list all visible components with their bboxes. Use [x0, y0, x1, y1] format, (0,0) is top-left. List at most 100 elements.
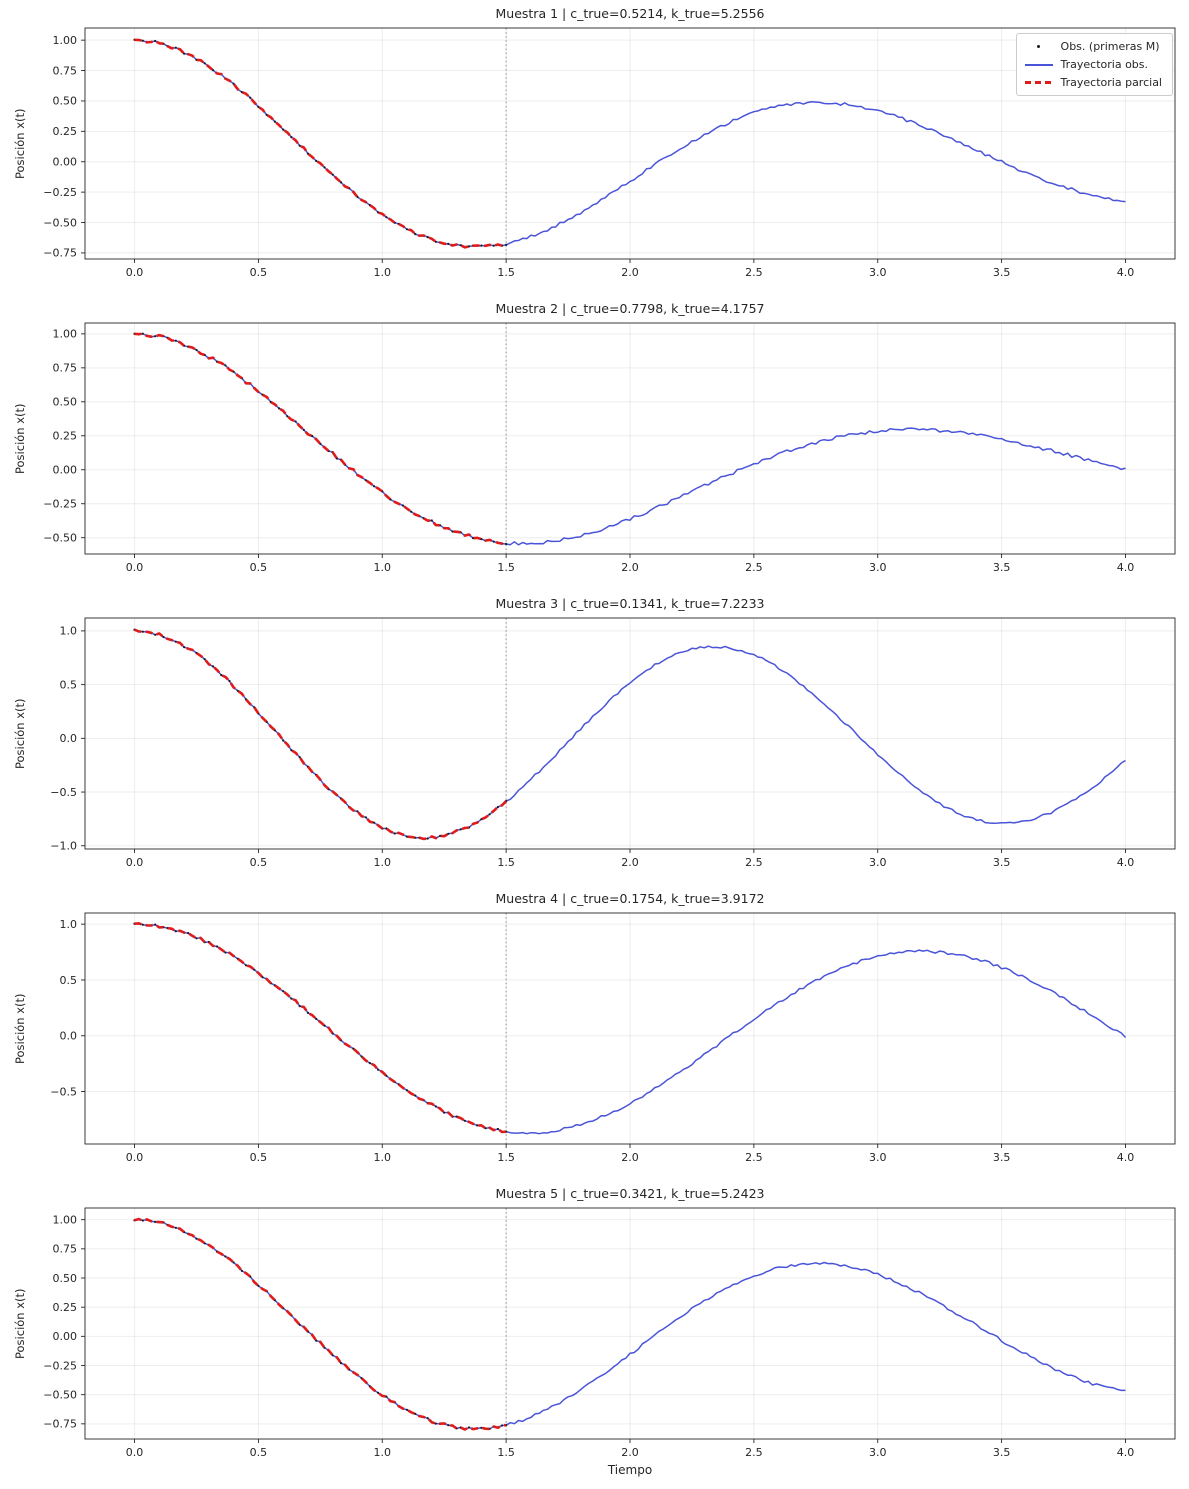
partial-trajectory-line [134, 332, 507, 546]
obs-point [315, 159, 318, 162]
plot-area: 0.0 0.5 1.0 1.5 2.0 2.5 3.0 3.5 4.0 1.00 0.75 0.50 0… [43, 27, 1176, 279]
obs-point [496, 1127, 499, 1131]
obs-point [467, 1426, 471, 1429]
subplot-title: Muestra 4 | c_true=0.1754, k_true=3.9172 [495, 891, 765, 906]
subplot-muestra-5: Muestra 5 | c_true=0.3421, k_true=5.2423… [0, 1180, 1189, 1489]
obs-point [282, 990, 285, 993]
legend-label: Obs. (primeras M) [1060, 40, 1160, 53]
y-tick-label: −0.25 [43, 498, 77, 511]
partial-trajectory-line [134, 922, 507, 1134]
y-tick-label: −0.50 [43, 216, 77, 229]
legend: Obs. (primeras M) Trayectoria obs. Traye… [1015, 33, 1173, 96]
obs-point [368, 1062, 371, 1065]
obs-point [480, 1426, 483, 1429]
x-tick-label: 2.5 [745, 1446, 763, 1459]
y-tick-label: −0.50 [43, 531, 77, 544]
obs-point [410, 510, 413, 513]
x-tick-label: 2.0 [621, 1446, 639, 1459]
x-tick-label: 1.0 [374, 1446, 392, 1459]
subplot-title: Muestra 3 | c_true=0.1341, k_true=7.2233 [495, 596, 765, 611]
x-tick-label: 3.0 [869, 1446, 887, 1459]
x-tick-label: 2.5 [745, 561, 763, 574]
obs-point [306, 152, 310, 155]
x-tick-label: 3.0 [869, 561, 887, 574]
obs-points [133, 332, 508, 546]
y-tick-label: 0.00 [53, 156, 78, 169]
y-tick-label: 0.75 [53, 1243, 78, 1256]
obs-point [224, 951, 227, 954]
dot-marker-icon [1025, 45, 1053, 48]
obs-point [183, 52, 186, 55]
obs-point [352, 1047, 355, 1050]
obs-point [216, 945, 219, 948]
x-tick-label: 0.5 [250, 856, 268, 869]
obs-point [414, 233, 417, 236]
obs-point [434, 1105, 437, 1108]
y-tick-label: −0.5 [50, 786, 77, 799]
obs-point [360, 1055, 363, 1058]
obs-point [232, 1261, 235, 1264]
y-tick-label: 0.00 [53, 464, 78, 477]
obs-point [339, 181, 343, 184]
obs-point [257, 105, 260, 108]
obs-point [385, 1074, 388, 1077]
obs-point [463, 1119, 466, 1122]
obs-point [154, 1220, 157, 1223]
x-tick-label: 1.5 [497, 561, 515, 574]
obs-point [372, 485, 376, 488]
obs-point [447, 242, 450, 245]
x-tick-label: 4.0 [1117, 1151, 1135, 1164]
obs-point [377, 211, 380, 214]
subplot-title: Muestra 5 | c_true=0.3421, k_true=5.2423 [495, 1186, 765, 1201]
obs-point [203, 1242, 206, 1245]
obs-point [480, 244, 483, 247]
obs-point [240, 1269, 243, 1272]
obs-point [195, 937, 198, 940]
obs-point [298, 756, 301, 759]
obs-point [141, 1219, 144, 1222]
x-tick-label: 0.0 [126, 266, 144, 279]
y-tick-label: 0.75 [53, 64, 78, 77]
obs-point [228, 679, 231, 683]
obs-point [439, 834, 442, 837]
obs-point [372, 821, 376, 824]
partial-trajectory-line [134, 38, 507, 249]
x-tick-label: 1.0 [374, 561, 392, 574]
y-tick-label: −0.25 [43, 1359, 77, 1372]
x-tick-label: 3.5 [993, 266, 1011, 279]
obs-point [261, 976, 264, 979]
x-tick-label: 1.0 [374, 266, 392, 279]
y-tick-label: 0.5 [60, 974, 78, 987]
x-axis-label: Tiempo [607, 1463, 653, 1477]
obs-point [323, 166, 326, 169]
obs-point [294, 420, 297, 423]
obs-point [505, 542, 508, 546]
obs-point [203, 62, 206, 65]
x-tick-label: 2.0 [621, 561, 639, 574]
obs-point [426, 236, 429, 239]
obs-point [141, 923, 144, 926]
obs-point [426, 1417, 429, 1420]
obs-point [467, 245, 471, 248]
obs-point [154, 923, 157, 926]
obs-point [290, 749, 293, 752]
obs-points [133, 1218, 508, 1431]
obs-point [265, 113, 268, 116]
x-tick-label: 3.0 [869, 856, 887, 869]
obs-point [331, 173, 334, 176]
y-tick-label: 0.50 [53, 396, 78, 409]
obs-point [496, 805, 499, 809]
y-tick-label: 1.0 [60, 625, 78, 638]
obs-point [405, 835, 409, 838]
x-tick-label: 0.5 [250, 1151, 268, 1164]
y-tick-label: 0.0 [60, 1030, 78, 1043]
obs-point [244, 964, 248, 967]
obs-point [224, 1255, 227, 1258]
x-tick-label: 2.0 [621, 856, 639, 869]
obs-point [224, 364, 227, 367]
x-tick-label: 4.0 [1117, 561, 1135, 574]
obs-point [405, 228, 409, 231]
obs-point [298, 1005, 301, 1008]
y-tick-label: 0.50 [53, 1272, 78, 1285]
obs-point [141, 630, 144, 633]
